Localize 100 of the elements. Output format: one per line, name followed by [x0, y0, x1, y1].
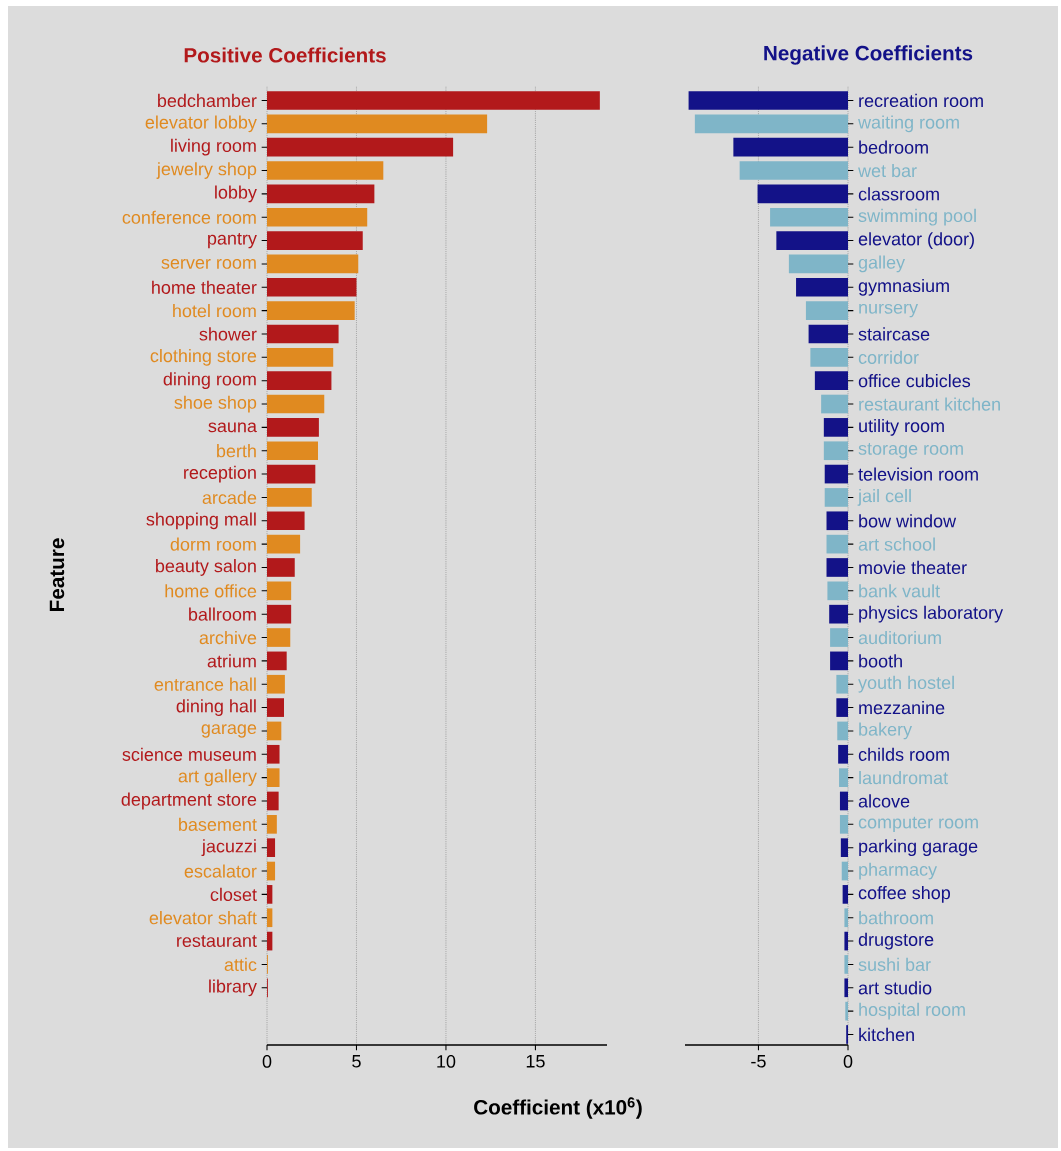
- bar: [267, 207, 368, 227]
- y-tick-label: jewelry shop: [156, 162, 257, 179]
- y-tick-label: auditorium: [858, 630, 941, 645]
- bar: [267, 558, 295, 577]
- y-tick-label: dining hall: [176, 699, 256, 716]
- y-tick-label: conference room: [122, 210, 256, 224]
- y-tick-label: childs room: [858, 747, 949, 761]
- bar: [267, 628, 291, 647]
- y-tick-label: jail cell: [857, 489, 911, 506]
- y-tick-label: home office: [165, 584, 257, 598]
- bar: [267, 768, 280, 787]
- chart-title: Negative Coefficients: [764, 45, 973, 65]
- bar: [267, 301, 355, 320]
- bar: [267, 838, 276, 858]
- bar: [267, 604, 292, 624]
- y-tick-label: reception: [184, 465, 256, 483]
- y-tick-label: physics laboratory: [859, 605, 1004, 623]
- bar: [267, 394, 325, 414]
- bar: [267, 161, 384, 180]
- y-tick-label: berth: [217, 444, 256, 458]
- y-tick-label: storage room: [858, 443, 963, 459]
- y-tick-label: youth hostel: [858, 675, 954, 693]
- y-tick-label: basement: [179, 817, 257, 831]
- bar: [267, 511, 305, 531]
- y-tick-label: parking garage: [859, 839, 978, 857]
- y-tick-label: drugstore: [858, 932, 934, 950]
- y-tick-label: coffee shop: [858, 885, 951, 903]
- y-tick-label: wet bar: [858, 163, 917, 178]
- y-tick-label: hotel room: [173, 304, 256, 318]
- y-tick-label: server room: [161, 259, 256, 269]
- y-tick-label: escalator: [184, 864, 257, 878]
- y-tick-label: corridor: [858, 350, 919, 364]
- y-tick-label: swimming pool: [858, 208, 976, 226]
- bar: [267, 651, 287, 671]
- bar: [267, 744, 280, 764]
- y-tick-label: bank vault: [859, 584, 940, 598]
- bar: [267, 815, 277, 834]
- x-tick-label: 0: [843, 1055, 853, 1068]
- y-tick-label: shoe shop: [174, 395, 257, 413]
- y-tick-label: lobby: [215, 185, 257, 203]
- bar: [267, 721, 282, 741]
- bar: [267, 464, 316, 484]
- y-tick-label: entrance hall: [154, 677, 256, 691]
- y-tick-label: living room: [171, 138, 256, 156]
- y-tick-label: utility room: [859, 418, 944, 436]
- y-tick-label: laundromat: [859, 771, 948, 785]
- y-tick-label: elevator (door): [858, 232, 974, 249]
- y-tick-label: movie theater: [859, 560, 967, 575]
- y-tick-label: ballroom: [189, 607, 256, 621]
- bar: [267, 885, 273, 904]
- bar: [267, 698, 284, 717]
- y-tick-label: atrium: [207, 654, 256, 668]
- y-tick-label: dining room: [163, 372, 256, 390]
- bar: [267, 441, 318, 461]
- bar: [267, 931, 273, 951]
- y-tick-label: sushi bar: [858, 957, 931, 972]
- y-tick-label: pantry: [208, 232, 257, 249]
- bar: [267, 347, 334, 367]
- bar: [267, 91, 600, 110]
- y-tick-label: classroom: [858, 187, 939, 201]
- y-tick-label: closet: [210, 887, 257, 901]
- y-tick-label: restaurant: [177, 935, 257, 947]
- y-tick-label: home theater: [152, 280, 257, 294]
- x-tick-label: -5: [751, 1055, 766, 1068]
- y-tick-label: shopping mall: [146, 512, 256, 530]
- y-tick-label: galley: [858, 255, 906, 273]
- y-tick-label: pharmacy: [859, 862, 938, 880]
- bar: [267, 277, 357, 297]
- bar: [267, 488, 312, 507]
- y-tick-label: waiting room: [858, 115, 959, 133]
- bar: [267, 534, 301, 554]
- y-tick-label: sauna: [208, 422, 257, 433]
- y-tick-label: mezzanine: [859, 700, 945, 715]
- bar: [267, 418, 319, 437]
- y-tick-label: staircase: [858, 327, 930, 341]
- y-tick-label: hospital room: [859, 1002, 965, 1020]
- y-axis-title: Feature: [49, 538, 65, 611]
- bar: [267, 674, 285, 694]
- bar: [267, 324, 339, 344]
- y-tick-label: kitchen: [859, 1027, 914, 1042]
- y-tick-label: art studio: [858, 981, 932, 995]
- y-tick-label: archive: [199, 630, 257, 645]
- y-tick-label: restaurant kitchen: [859, 397, 1000, 411]
- y-tick-label: elevator lobby: [145, 115, 257, 133]
- y-tick-label: gymnasium: [858, 278, 949, 296]
- y-tick-label: library: [209, 979, 257, 997]
- bar: [267, 231, 363, 250]
- y-tick-label: attic: [224, 957, 257, 972]
- bar: [267, 861, 276, 881]
- y-tick-label: bathroom: [859, 911, 933, 925]
- bar: [267, 371, 332, 391]
- chart-title: Positive Coefficients: [184, 47, 386, 63]
- y-tick-label: garage: [201, 724, 257, 738]
- y-tick-label: bakery: [859, 722, 913, 740]
- bar: [267, 114, 488, 134]
- bar: [267, 254, 359, 274]
- y-tick-label: dorm room: [170, 537, 256, 551]
- x-tick-label: 5: [352, 1055, 361, 1068]
- y-tick-label: art school: [858, 537, 935, 551]
- bar: [267, 908, 273, 928]
